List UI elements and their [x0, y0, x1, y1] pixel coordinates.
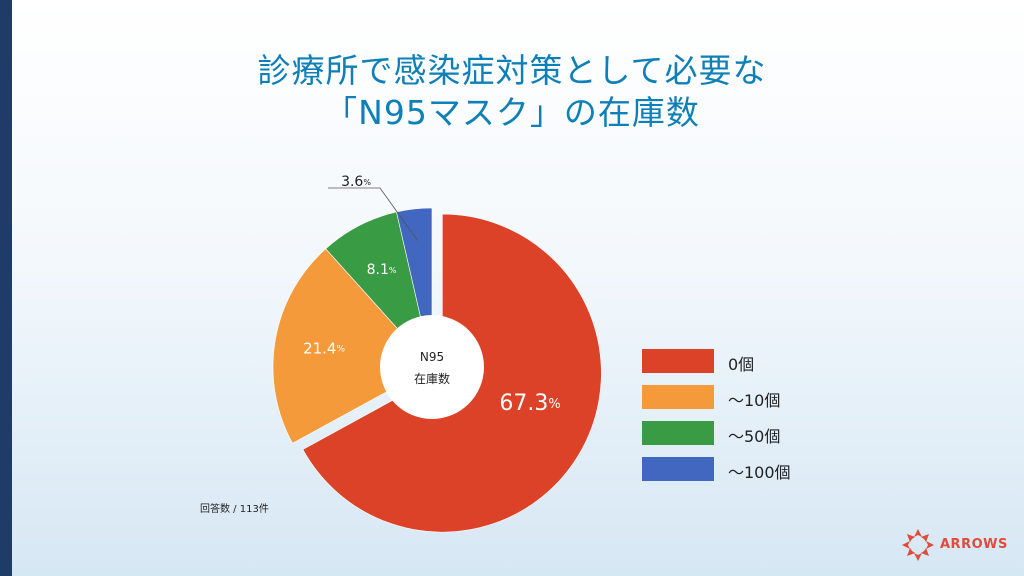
legend-item-2: ～50個	[642, 421, 862, 446]
slice-label-2: 8.1%	[367, 262, 397, 278]
leader-line-3	[328, 187, 419, 241]
legend-swatch-1	[642, 385, 714, 409]
center-label-line-1: 在庫数	[414, 371, 450, 386]
legend-item-0: 0個	[642, 349, 862, 374]
legend-item-3: ～100個	[642, 457, 862, 482]
pie-slice-1	[272, 248, 433, 444]
legend-swatch-3	[642, 457, 714, 481]
response-count-footnote: 回答数 / 113件	[200, 504, 269, 515]
legend-swatch-0	[642, 349, 714, 373]
slice-label-1: 21.4%	[303, 339, 345, 357]
legend-label-3: ～100個	[728, 463, 791, 482]
title-line-2: 「N95マスク」の在庫数	[324, 93, 700, 132]
legend-label-1: ～10個	[728, 391, 781, 410]
arrows-logo-icon	[902, 529, 934, 561]
chart-legend: 0個 ～10個 ～50個 ～100個	[642, 349, 862, 493]
legend-item-1: ～10個	[642, 385, 862, 410]
legend-swatch-2	[642, 421, 714, 445]
slice-label-0: 67.3%	[499, 391, 560, 416]
pie-center-hole	[380, 315, 484, 419]
slice-label-3: 3.6%	[341, 174, 371, 190]
left-accent-bar	[0, 0, 12, 576]
legend-label-2: ～50個	[728, 427, 781, 446]
legend-label-0: 0個	[728, 355, 755, 374]
title-line-1: 診療所で感染症対策として必要な	[257, 51, 767, 90]
logo-text: ARROWS	[940, 537, 1008, 552]
page-title: 診療所で感染症対策として必要な 「N95マスク」の在庫数	[0, 50, 1024, 134]
center-label-line-0: N95	[420, 350, 444, 364]
arrows-logo: ARROWS	[900, 527, 1010, 567]
